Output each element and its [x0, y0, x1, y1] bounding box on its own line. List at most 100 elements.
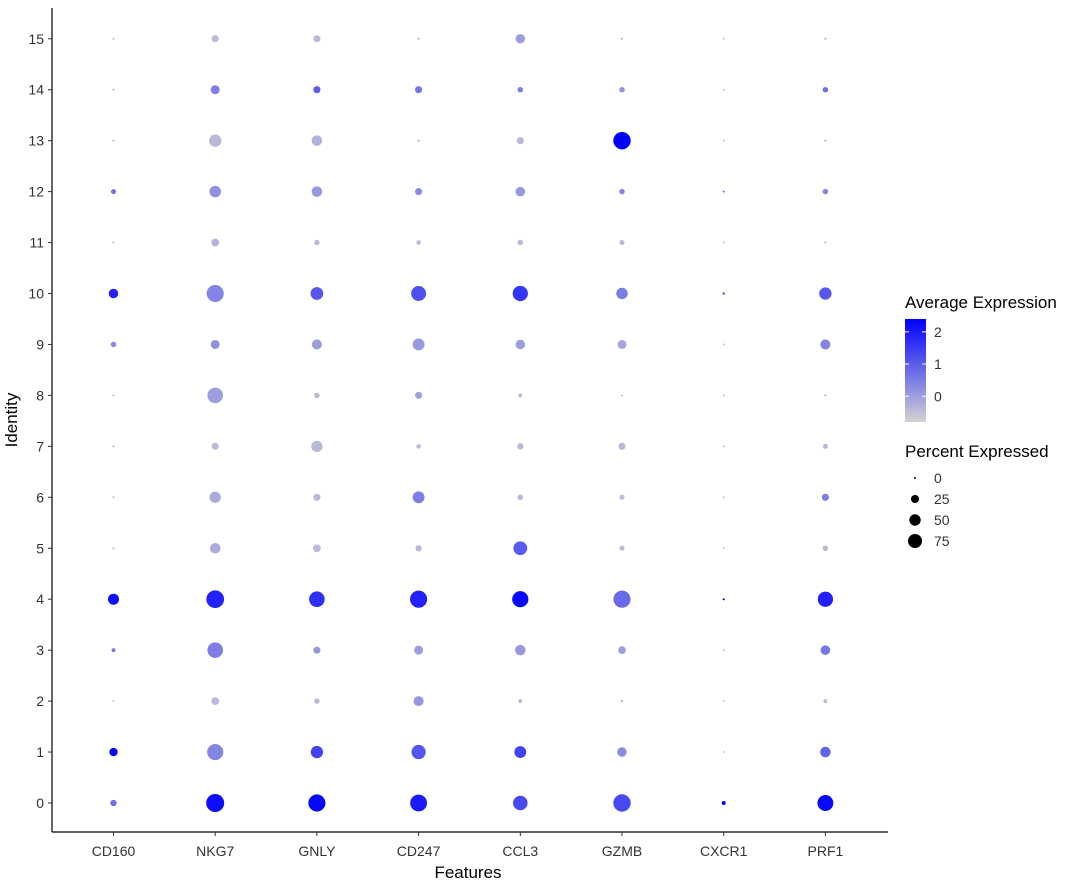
dot-gzmb-15 [620, 37, 624, 40]
dot-gzmb-0 [613, 794, 631, 812]
dot-cxcr1-5 [722, 547, 725, 550]
dot-prf1-4 [817, 591, 834, 607]
dot-nkg7-8 [207, 387, 223, 404]
size-legend-dot [910, 494, 920, 504]
size-legend-dot [909, 514, 921, 526]
dot-cd247-5 [415, 545, 422, 552]
dot-nkg7-4 [206, 590, 225, 609]
dot-cd247-13 [417, 139, 420, 142]
dot-cd160-7 [112, 445, 115, 448]
y-tick-label: 15 [28, 31, 44, 47]
y-tick-label: 0 [36, 795, 44, 811]
dot-gnly-14 [313, 86, 321, 94]
dot-ccl3-15 [515, 33, 526, 44]
dot-cd160-13 [112, 139, 115, 142]
y-tick-label: 11 [29, 235, 44, 251]
dot-ccl3-2 [518, 699, 523, 704]
x-tick-label: CCL3 [502, 843, 538, 859]
dot-gnly-15 [313, 35, 321, 43]
y-tick-label: 5 [36, 540, 44, 556]
y-tick-label: 6 [36, 489, 44, 505]
dot-nkg7-0 [206, 794, 225, 812]
size-legend-title: Percent Expressed [905, 442, 1049, 461]
dot-cxcr1-11 [722, 241, 725, 244]
dot-cxcr1-15 [722, 37, 725, 40]
y-tick-label: 3 [36, 642, 44, 658]
dot-cd160-0 [110, 799, 117, 807]
dot-gzmb-8 [621, 394, 623, 397]
dot-ccl3-4 [512, 591, 529, 608]
dot-prf1-14 [822, 86, 829, 93]
dot-ccl3-12 [515, 186, 526, 197]
dot-gzmb-2 [620, 699, 624, 703]
color-legend-tick-label: 0 [934, 388, 942, 404]
dot-nkg7-1 [207, 743, 224, 761]
dot-cd247-15 [417, 37, 420, 40]
dot-cd160-15 [112, 37, 115, 40]
y-axis-title: Identity [2, 392, 21, 447]
dot-nkg7-14 [210, 85, 220, 95]
y-tick-label: 14 [28, 82, 44, 98]
dot-cd247-1 [411, 744, 426, 760]
dot-cd247-10 [411, 286, 427, 301]
dot-cd247-9 [412, 338, 425, 351]
dot-gnly-11 [314, 239, 320, 246]
dot-prf1-3 [820, 645, 831, 655]
dot-gzmb-6 [619, 494, 625, 500]
dot-cxcr1-6 [722, 496, 725, 499]
dot-ccl3-11 [517, 239, 524, 246]
dot-gzmb-7 [618, 442, 626, 450]
size-legend-label: 25 [934, 491, 950, 507]
dot-nkg7-3 [207, 642, 223, 658]
dot-cd160-12 [110, 189, 117, 195]
dot-ccl3-5 [513, 541, 528, 556]
dot-nkg7-12 [209, 185, 221, 198]
dot-cd247-2 [413, 696, 424, 707]
dot-prf1-15 [824, 37, 827, 40]
y-tick-label: 13 [28, 133, 44, 149]
y-tick-label: 4 [36, 591, 44, 607]
dot-prf1-7 [822, 443, 828, 449]
x-tick-label: CXCR1 [700, 843, 748, 859]
dot-cd247-6 [412, 491, 425, 504]
dot-nkg7-2 [211, 697, 220, 705]
size-legend: Percent Expressed 0 25 50 75 [905, 442, 1049, 549]
dot-cxcr1-12 [722, 190, 725, 193]
dot-gnly-6 [313, 493, 321, 501]
dot-cd160-5 [112, 547, 115, 550]
dot-prf1-5 [822, 545, 829, 552]
size-legend-label: 50 [934, 512, 950, 528]
x-axis-title: Features [434, 863, 501, 882]
plot-area [107, 33, 834, 812]
y-tick-label: 8 [36, 387, 44, 403]
dot-cd247-7 [416, 444, 421, 449]
dot-cd247-11 [416, 240, 421, 245]
dot-cxcr1-2 [722, 700, 725, 703]
dot-cd160-9 [110, 341, 117, 348]
dot-nkg7-9 [210, 339, 220, 349]
dot-ccl3-0 [513, 795, 528, 811]
dot-gnly-13 [311, 135, 323, 146]
x-tick-label: NKG7 [196, 843, 234, 859]
dot-prf1-13 [824, 139, 827, 142]
dot-cd160-2 [112, 700, 115, 703]
dot-prf1-11 [824, 241, 827, 244]
dot-ccl3-14 [517, 86, 524, 93]
dot-gnly-10 [310, 287, 324, 300]
x-tick-label: PRF1 [808, 843, 844, 859]
dot-cxcr1-0 [721, 801, 726, 805]
dot-cd160-11 [112, 241, 115, 244]
dot-ccl3-13 [516, 137, 524, 145]
dot-cd160-6 [112, 496, 115, 499]
x-axis: CD160 NKG7 GNLY CD247 CCL3 GZMB CXCR1 PRF1 [52, 831, 888, 859]
dot-gzmb-10 [616, 287, 628, 300]
dot-cxcr1-10 [722, 292, 725, 295]
dot-gnly-7 [311, 440, 323, 452]
dot-cxcr1-4 [722, 598, 725, 601]
y-tick-label: 7 [36, 438, 44, 454]
dot-ccl3-10 [512, 285, 528, 302]
dot-cd160-1 [109, 747, 118, 757]
dot-prf1-9 [820, 339, 831, 350]
dot-cxcr1-3 [722, 649, 725, 652]
x-tick-label: GNLY [298, 843, 336, 859]
